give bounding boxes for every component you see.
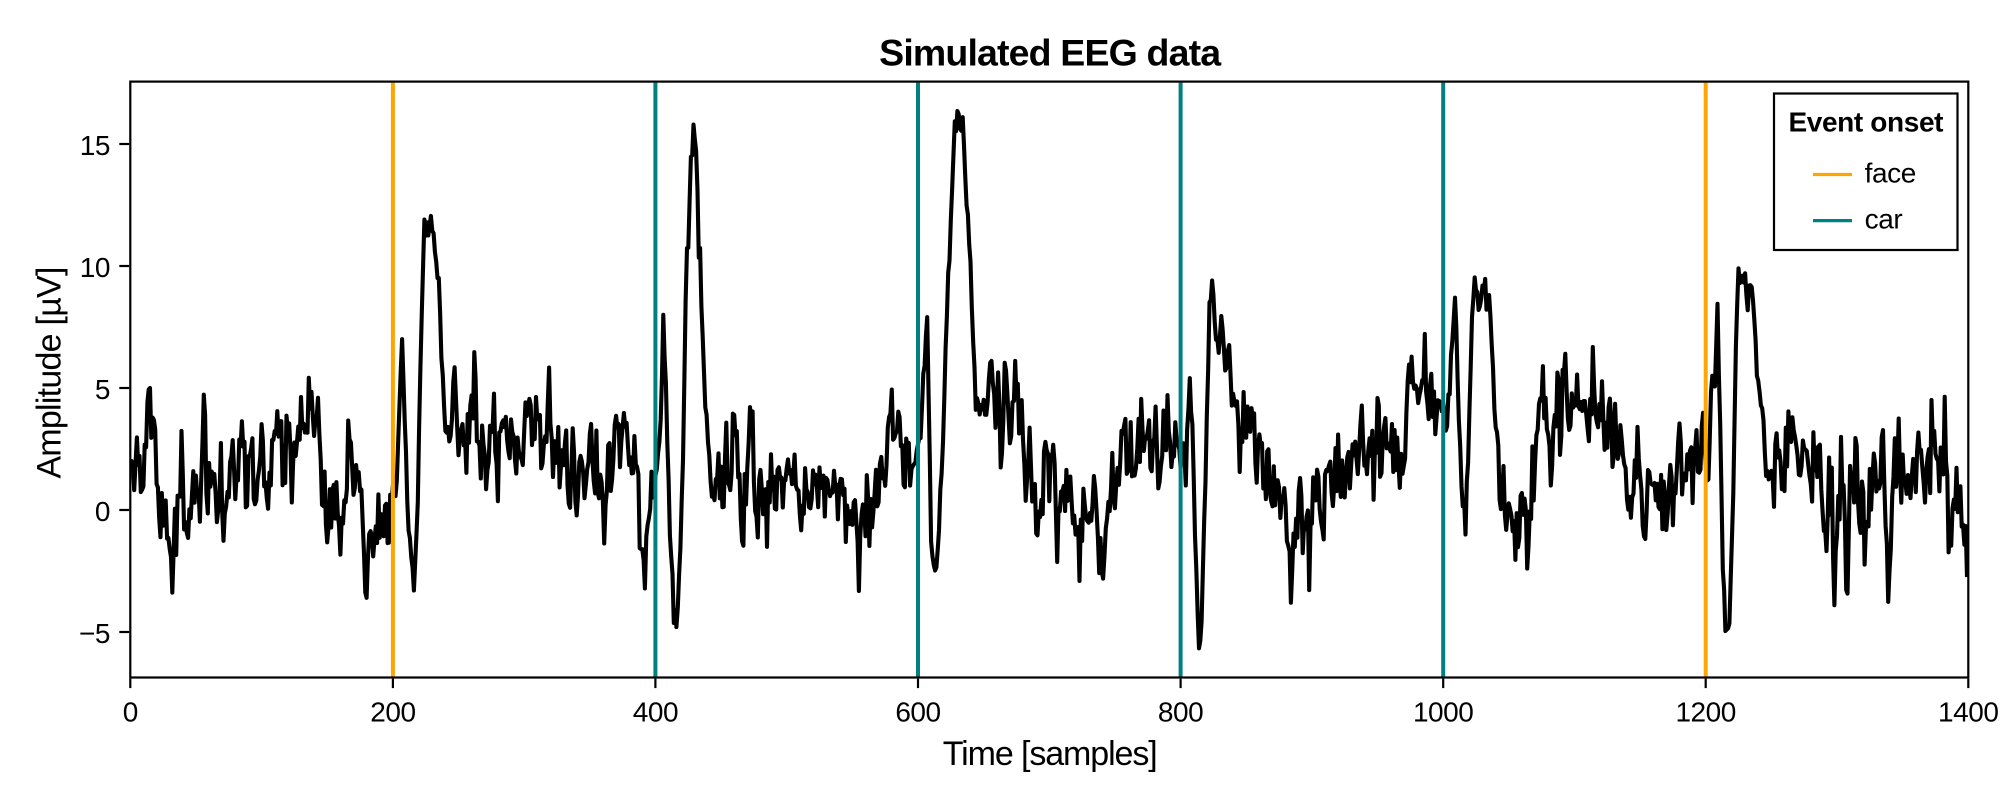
- svg-text:car: car: [1865, 203, 1903, 234]
- svg-text:800: 800: [1158, 696, 1203, 727]
- svg-text:0: 0: [95, 496, 110, 527]
- svg-text:Event onset: Event onset: [1788, 107, 1943, 138]
- svg-text:400: 400: [633, 696, 678, 727]
- svg-text:5: 5: [95, 374, 110, 405]
- svg-text:−5: −5: [79, 618, 110, 649]
- svg-text:Simulated EEG data: Simulated EEG data: [879, 32, 1222, 74]
- svg-text:Amplitude [µV]: Amplitude [µV]: [31, 267, 69, 478]
- svg-text:600: 600: [895, 696, 940, 727]
- svg-text:Time [samples]: Time [samples]: [943, 735, 1157, 773]
- svg-text:15: 15: [80, 130, 110, 161]
- svg-text:face: face: [1865, 157, 1916, 188]
- svg-text:0: 0: [123, 696, 138, 727]
- svg-text:200: 200: [370, 696, 415, 727]
- svg-text:1200: 1200: [1675, 696, 1736, 727]
- svg-text:10: 10: [80, 252, 110, 283]
- svg-text:1400: 1400: [1938, 696, 1999, 727]
- svg-text:1000: 1000: [1413, 696, 1474, 727]
